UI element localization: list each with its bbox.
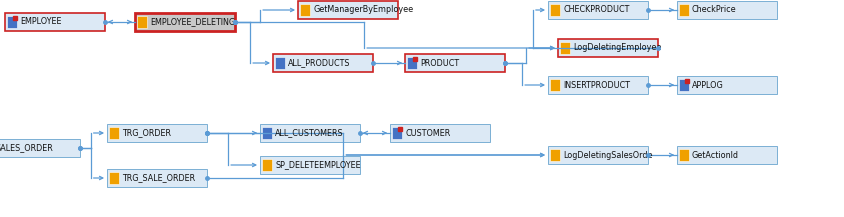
Text: GetManagerByEmployee: GetManagerByEmployee <box>312 5 413 15</box>
Text: APPLOG: APPLOG <box>691 81 723 89</box>
FancyBboxPatch shape <box>676 76 776 94</box>
FancyBboxPatch shape <box>679 4 688 16</box>
Text: LogDeletingEmployee: LogDeletingEmployee <box>572 43 661 53</box>
FancyBboxPatch shape <box>676 1 776 19</box>
FancyBboxPatch shape <box>262 159 272 171</box>
FancyBboxPatch shape <box>300 4 310 16</box>
Text: LogDeletingSalesOrde: LogDeletingSalesOrde <box>562 151 652 159</box>
FancyBboxPatch shape <box>273 54 372 72</box>
Text: EMPLOYEE: EMPLOYEE <box>20 18 62 26</box>
FancyBboxPatch shape <box>262 127 272 139</box>
Text: CHECKPRODUCT: CHECKPRODUCT <box>562 5 629 15</box>
FancyBboxPatch shape <box>549 79 560 91</box>
FancyBboxPatch shape <box>5 13 105 31</box>
FancyBboxPatch shape <box>549 149 560 161</box>
FancyBboxPatch shape <box>109 172 119 184</box>
FancyBboxPatch shape <box>260 124 360 142</box>
Text: CheckPrice: CheckPrice <box>691 5 736 15</box>
FancyBboxPatch shape <box>407 57 416 69</box>
FancyBboxPatch shape <box>298 1 398 19</box>
FancyBboxPatch shape <box>679 79 688 91</box>
FancyBboxPatch shape <box>548 1 647 19</box>
Text: INSERTPRODUCT: INSERTPRODUCT <box>562 81 630 89</box>
FancyBboxPatch shape <box>548 146 647 164</box>
FancyBboxPatch shape <box>676 146 776 164</box>
FancyBboxPatch shape <box>404 54 505 72</box>
FancyBboxPatch shape <box>548 76 647 94</box>
FancyBboxPatch shape <box>560 42 570 54</box>
FancyBboxPatch shape <box>7 16 17 28</box>
Text: GetActionId: GetActionId <box>691 151 738 159</box>
FancyBboxPatch shape <box>107 124 207 142</box>
Text: SP_DELETEEMPLOYEE: SP_DELETEEMPLOYEE <box>274 161 360 169</box>
Text: TRG_ORDER: TRG_ORDER <box>122 128 170 138</box>
Text: ALL_PRODUCTS: ALL_PRODUCTS <box>288 59 350 67</box>
FancyBboxPatch shape <box>107 169 207 187</box>
Text: SALES_ORDER: SALES_ORDER <box>0 143 52 153</box>
Text: CUSTOMER: CUSTOMER <box>404 128 450 138</box>
FancyBboxPatch shape <box>679 149 688 161</box>
FancyBboxPatch shape <box>390 124 490 142</box>
FancyBboxPatch shape <box>137 16 147 28</box>
Text: EMPLOYEE_DELETING: EMPLOYEE_DELETING <box>150 18 235 26</box>
FancyBboxPatch shape <box>135 13 235 31</box>
FancyBboxPatch shape <box>392 127 402 139</box>
Text: TRG_SALE_ORDER: TRG_SALE_ORDER <box>122 174 195 182</box>
FancyBboxPatch shape <box>274 57 284 69</box>
FancyBboxPatch shape <box>557 39 657 57</box>
Text: ALL_CUSTOMERS: ALL_CUSTOMERS <box>274 128 344 138</box>
FancyBboxPatch shape <box>109 127 119 139</box>
FancyBboxPatch shape <box>260 156 360 174</box>
FancyBboxPatch shape <box>549 4 560 16</box>
FancyBboxPatch shape <box>0 139 80 157</box>
Text: PRODUCT: PRODUCT <box>419 59 458 67</box>
